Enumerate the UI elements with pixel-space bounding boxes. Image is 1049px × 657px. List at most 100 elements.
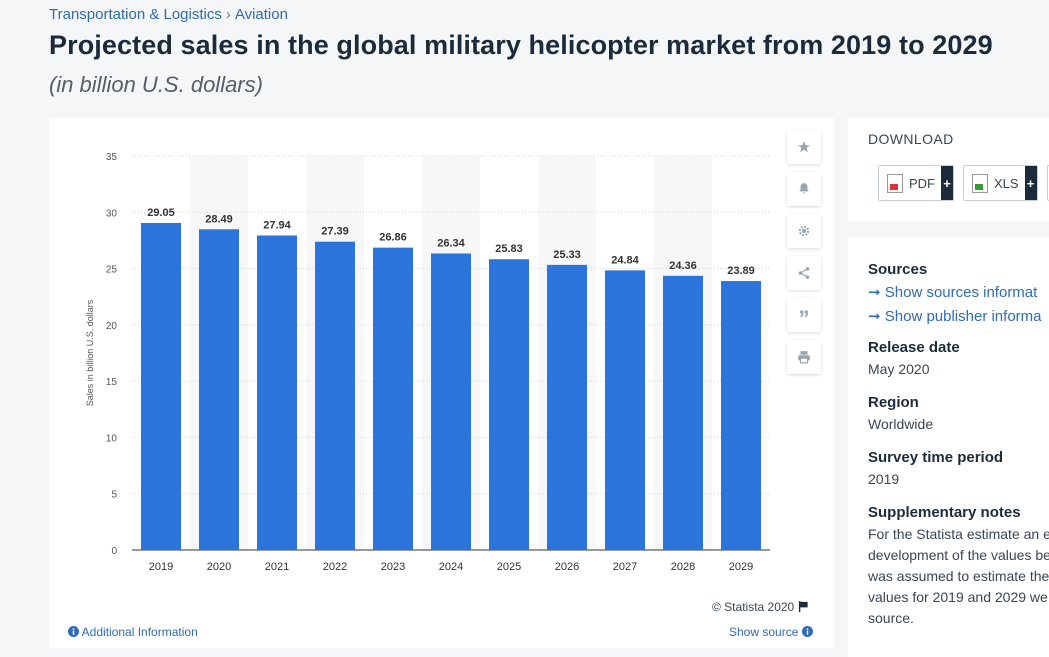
- show-source-label: Show source: [729, 625, 799, 639]
- statistic-info-card: Sources ➞ Show sources informat ➞ Show p…: [848, 237, 1049, 657]
- y-tick-label: 30: [106, 208, 118, 219]
- page-subtitle: (in billion U.S. dollars): [49, 72, 263, 97]
- flag-icon: [798, 601, 808, 612]
- cite-button[interactable]: ”: [787, 298, 821, 332]
- show-sources-label: Show sources informat: [884, 284, 1038, 301]
- bar-value-label: 26.34: [437, 237, 465, 249]
- bar-value-label: 27.39: [321, 226, 349, 238]
- notes-line: was assumed to estimate the: [868, 568, 1049, 584]
- bar: [721, 281, 761, 550]
- chart-toolbar: ”: [787, 130, 821, 382]
- download-xls-button[interactable]: XLS +: [963, 165, 1038, 201]
- pdf-file-icon: [887, 173, 903, 193]
- x-tick-label: 2021: [265, 561, 289, 573]
- printer-icon: [798, 351, 810, 364]
- bar: [431, 253, 471, 550]
- show-publisher-label: Show publisher informa: [884, 308, 1042, 325]
- x-tick-label: 2023: [381, 561, 405, 573]
- x-tick-label: 2028: [671, 561, 695, 573]
- breadcrumb-subcategory-link[interactable]: Aviation: [234, 6, 288, 23]
- show-sources-link[interactable]: ➞ Show sources informat: [868, 281, 1049, 305]
- copyright: © Statista 2020: [712, 600, 809, 614]
- show-publisher-link[interactable]: ➞ Show publisher informa: [868, 305, 1049, 329]
- notes-line: source.: [868, 610, 914, 626]
- xls-file-icon: [972, 173, 988, 193]
- breadcrumb-separator: ›: [225, 6, 231, 23]
- y-tick-label: 10: [106, 433, 118, 444]
- bar-value-label: 25.33: [553, 249, 581, 261]
- supplementary-notes: For the Statista estimate an e developme…: [868, 524, 1049, 629]
- settings-button[interactable]: [787, 214, 821, 248]
- x-tick-label: 2019: [149, 561, 173, 573]
- bar: [257, 235, 297, 550]
- download-more-button[interactable]: [1047, 165, 1049, 201]
- bell-icon: [799, 183, 809, 194]
- bar: [547, 264, 587, 550]
- survey-period-heading: Survey time period: [868, 449, 1004, 466]
- x-tick-label: 2029: [729, 561, 753, 573]
- page-title: Projected sales in the global military h…: [49, 30, 993, 60]
- download-card: DOWNLOAD PDF + XLS +: [848, 118, 1049, 222]
- star-icon: [798, 141, 810, 153]
- survey-period-value: 2019: [868, 471, 900, 487]
- bar: [141, 222, 181, 550]
- y-tick-label: 5: [111, 490, 117, 501]
- gear-icon: [798, 225, 810, 237]
- x-tick-label: 2025: [497, 561, 521, 573]
- xls-label: XLS: [994, 175, 1019, 191]
- x-tick-label: 2020: [207, 561, 231, 573]
- pdf-label: PDF: [909, 175, 935, 191]
- bar: [315, 241, 355, 550]
- download-title: DOWNLOAD: [868, 131, 954, 147]
- alert-button[interactable]: [787, 172, 821, 206]
- favorite-button[interactable]: [787, 130, 821, 164]
- additional-information-link[interactable]: Additional Information: [68, 625, 198, 639]
- x-tick-label: 2024: [439, 561, 463, 573]
- x-tick-label: 2022: [323, 561, 347, 573]
- release-date-heading: Release date: [868, 339, 960, 356]
- bar-value-label: 27.94: [263, 219, 291, 231]
- bar-value-label: 29.05: [147, 207, 175, 219]
- bar: [605, 270, 645, 550]
- bar: [489, 259, 529, 550]
- y-tick-label: 20: [106, 321, 118, 332]
- print-button[interactable]: [787, 340, 821, 374]
- arrow-right-icon: ➞: [868, 308, 881, 325]
- notes-line: values for 2019 and 2029 we: [868, 589, 1048, 605]
- pdf-plus-icon: +: [941, 166, 953, 200]
- xls-plus-icon: +: [1024, 166, 1037, 200]
- supplementary-notes-heading: Supplementary notes: [868, 504, 1021, 521]
- y-axis-label: Sales in billion U.S. dollars: [85, 299, 95, 406]
- x-tick-label: 2026: [555, 561, 579, 573]
- bar: [373, 247, 413, 550]
- additional-information-label: Additional Information: [81, 625, 198, 639]
- notes-line: development of the values be: [868, 547, 1049, 563]
- arrow-right-icon: ➞: [868, 284, 881, 301]
- breadcrumb-category-link[interactable]: Transportation & Logistics: [49, 6, 222, 23]
- bar: [199, 229, 239, 550]
- y-tick-label: 25: [106, 265, 118, 276]
- bar-chart: 0510152025303529.05201928.49202027.94202…: [85, 152, 770, 573]
- region-value: Worldwide: [868, 416, 934, 432]
- sources-heading: Sources: [868, 261, 928, 278]
- x-tick-label: 2027: [613, 561, 637, 573]
- bar: [663, 275, 703, 550]
- bar-value-label: 28.49: [205, 213, 233, 225]
- breadcrumb: Transportation & Logistics › Aviation: [49, 6, 288, 23]
- download-pdf-button[interactable]: PDF +: [878, 165, 954, 201]
- share-icon: [798, 267, 810, 279]
- bar-value-label: 24.36: [669, 260, 697, 272]
- y-tick-label: 0: [111, 546, 117, 557]
- region-heading: Region: [868, 394, 919, 411]
- bar-value-label: 24.84: [611, 254, 639, 266]
- info-icon: [68, 626, 79, 637]
- show-source-link[interactable]: Show source: [729, 625, 813, 639]
- y-tick-label: 15: [106, 377, 118, 388]
- y-tick-label: 35: [106, 152, 118, 163]
- bar-value-label: 23.89: [727, 265, 755, 277]
- release-date-value: May 2020: [868, 361, 930, 377]
- share-button[interactable]: [787, 256, 821, 290]
- copyright-text: © Statista 2020: [712, 600, 795, 614]
- chart-card: 0 5 10 15 20 25 30 35 29.05 2019 28.49 2020 27.94 202…: [49, 118, 834, 648]
- bar-value-label: 26.86: [379, 232, 407, 244]
